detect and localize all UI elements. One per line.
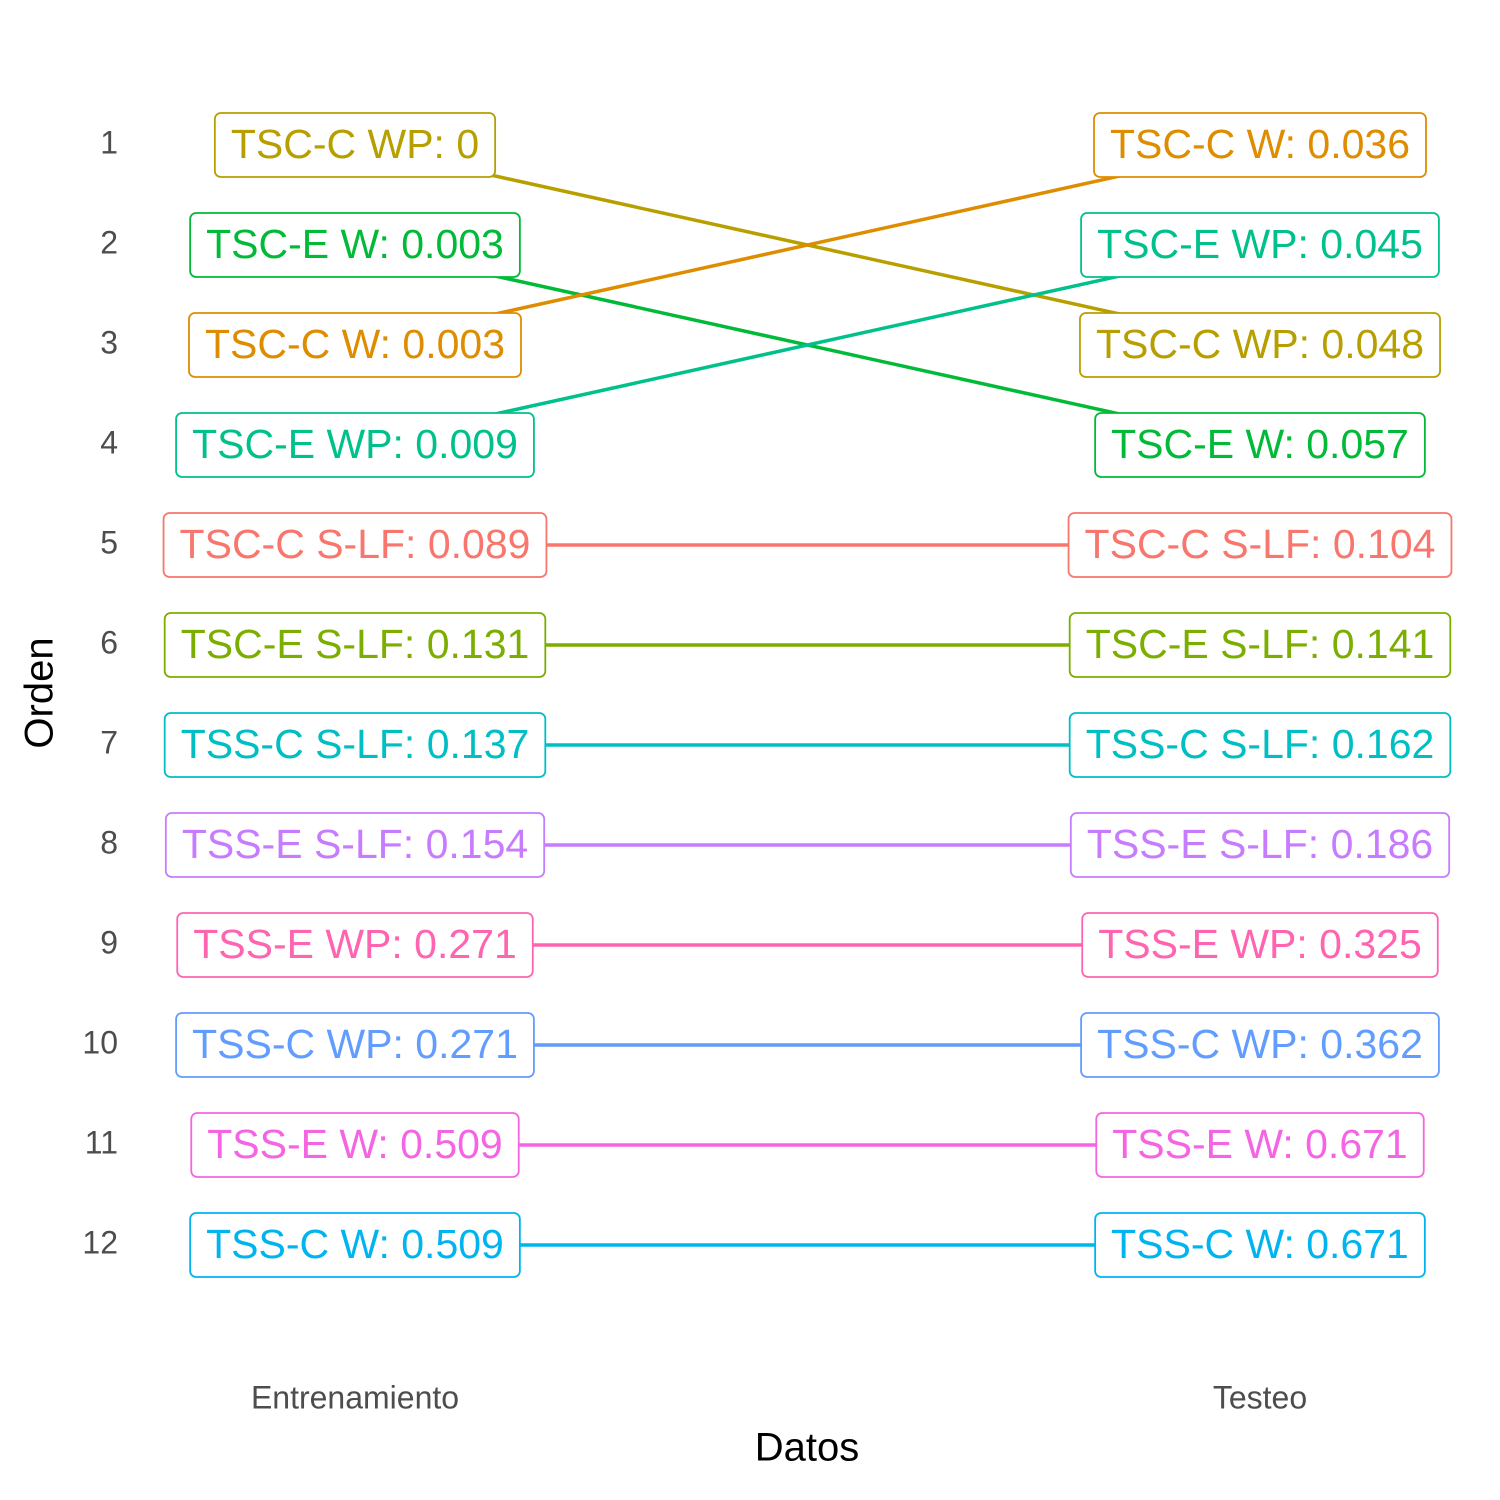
slope-line: [354, 143, 1261, 347]
label-box-border: [1068, 612, 1452, 678]
y-tick-label: 3: [100, 324, 118, 360]
label-box-border: [1095, 1112, 1425, 1178]
label-box-border: [175, 412, 535, 478]
label-box-border: [1068, 712, 1452, 778]
label-text: TSS-E W: 0.509: [207, 1121, 502, 1167]
label-box: TSS-E S-LF: 0.186: [1069, 812, 1451, 878]
label-text: TSS-C WP: 0.271: [192, 1021, 518, 1067]
y-tick-label: 11: [85, 1124, 118, 1160]
label-box-border: [1069, 812, 1451, 878]
label-box-border: [163, 712, 547, 778]
label-text: TSS-E S-LF: 0.154: [182, 821, 528, 867]
x-tick-label: Entrenamiento: [251, 1379, 459, 1415]
label-box: TSC-E S-LF: 0.141: [1068, 612, 1452, 678]
label-box-border: [1094, 412, 1426, 478]
label-box: TSS-C WP: 0.362: [1080, 1012, 1440, 1078]
label-text: TSC-C WP: 0: [231, 121, 479, 167]
label-text: TSS-E W: 0.671: [1112, 1121, 1407, 1167]
label-text: TSS-C S-LF: 0.162: [1086, 721, 1435, 767]
label-text: TSS-C W: 0.509: [206, 1221, 504, 1267]
label-text: TSC-C W: 0.003: [205, 321, 505, 367]
label-box: TSC-E W: 0.057: [1094, 412, 1426, 478]
label-box: TSS-E WP: 0.325: [1081, 912, 1439, 978]
label-box-border: [164, 812, 546, 878]
y-tick-label: 1: [100, 124, 118, 160]
label-box: TSC-C W: 0.003: [188, 312, 522, 378]
label-box: TSC-C WP: 0: [213, 112, 497, 178]
label-box: TSS-C WP: 0.271: [175, 1012, 535, 1078]
label-box-border: [163, 612, 547, 678]
slope-line: [354, 243, 1261, 447]
x-tick-label: Testeo: [1213, 1379, 1307, 1415]
label-box-border: [188, 312, 522, 378]
label-text: TSS-E WP: 0.325: [1098, 921, 1422, 967]
label-text: TSS-C WP: 0.362: [1097, 1021, 1423, 1067]
label-text: TSC-E WP: 0.009: [192, 421, 518, 467]
label-text: TSC-E S-LF: 0.131: [181, 621, 530, 667]
y-tick-label: 12: [82, 1224, 118, 1260]
label-text: TSC-E W: 0.003: [206, 221, 504, 267]
label-box: TSC-E WP: 0.009: [175, 412, 535, 478]
y-tick-label: 4: [100, 424, 118, 460]
label-box-border: [1079, 312, 1441, 378]
label-box: TSC-E W: 0.003: [189, 212, 521, 278]
label-box: TSS-E S-LF: 0.154: [164, 812, 546, 878]
y-tick-label: 7: [100, 724, 118, 760]
y-tick-label: 10: [82, 1024, 118, 1060]
y-tick-label: 6: [100, 624, 118, 660]
label-text: TSC-C S-LF: 0.089: [180, 521, 531, 567]
label-box-border: [175, 1012, 535, 1078]
label-box-border: [162, 512, 548, 578]
label-box: TSC-C S-LF: 0.089: [162, 512, 548, 578]
label-box: TSS-C S-LF: 0.137: [163, 712, 547, 778]
x-axis-title: Datos: [755, 1426, 860, 1470]
label-box-border: [190, 1112, 520, 1178]
label-text: TSC-E WP: 0.045: [1097, 221, 1423, 267]
label-box-border: [189, 212, 521, 278]
label-box-border: [1093, 112, 1427, 178]
label-box-border: [213, 112, 497, 178]
label-box: TSC-E WP: 0.045: [1080, 212, 1440, 278]
label-text: TSC-C S-LF: 0.104: [1085, 521, 1436, 567]
label-box: TSC-C WP: 0.048: [1079, 312, 1441, 378]
label-box-border: [1080, 1012, 1440, 1078]
label-box-border: [1094, 1212, 1426, 1278]
y-tick-label: 8: [100, 824, 118, 860]
label-text: TSS-C W: 0.671: [1111, 1221, 1409, 1267]
label-box-border: [1080, 212, 1440, 278]
y-tick-label: 5: [100, 524, 118, 560]
label-box: TSC-C W: 0.036: [1093, 112, 1427, 178]
y-tick-label: 2: [100, 224, 118, 260]
label-box: TSC-E S-LF: 0.131: [163, 612, 547, 678]
label-box-border: [176, 912, 534, 978]
label-box: TSS-E WP: 0.271: [176, 912, 534, 978]
label-box: TSC-C S-LF: 0.104: [1067, 512, 1453, 578]
label-box: TSS-E W: 0.509: [190, 1112, 520, 1178]
label-box-border: [189, 1212, 521, 1278]
label-box: TSS-C S-LF: 0.162: [1068, 712, 1452, 778]
label-text: TSC-C W: 0.036: [1110, 121, 1410, 167]
label-box-border: [1067, 512, 1453, 578]
y-axis-title: Orden: [18, 637, 62, 748]
label-text: TSC-C WP: 0.048: [1096, 321, 1424, 367]
label-box-border: [1081, 912, 1439, 978]
label-box: TSS-C W: 0.509: [189, 1212, 521, 1278]
y-tick-label: 9: [100, 924, 118, 960]
label-text: TSC-E W: 0.057: [1111, 421, 1409, 467]
label-box: TSS-C W: 0.671: [1094, 1212, 1426, 1278]
label-box: TSS-E W: 0.671: [1095, 1112, 1425, 1178]
label-text: TSS-C S-LF: 0.137: [181, 721, 530, 767]
label-text: TSS-E WP: 0.271: [193, 921, 517, 967]
label-text: TSS-E S-LF: 0.186: [1087, 821, 1433, 867]
label-text: TSC-E S-LF: 0.141: [1086, 621, 1435, 667]
